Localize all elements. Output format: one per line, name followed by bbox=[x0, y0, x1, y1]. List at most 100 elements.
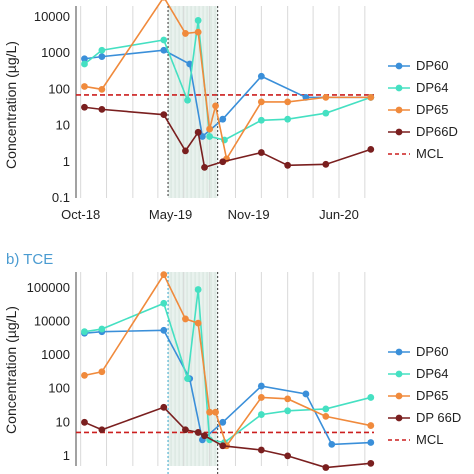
series-line bbox=[84, 329, 371, 446]
y-tick-label: 10000 bbox=[34, 9, 70, 24]
data-point bbox=[182, 30, 189, 37]
data-point bbox=[81, 55, 88, 63]
data-point bbox=[219, 158, 227, 166]
panel-a-y-axis-title: Concentration (µg/L) bbox=[3, 41, 19, 169]
legend-label: DP60 bbox=[416, 344, 449, 359]
data-point bbox=[184, 375, 191, 383]
data-point bbox=[81, 371, 88, 379]
data-point bbox=[257, 72, 265, 80]
legend-label: DP65 bbox=[416, 102, 449, 117]
series-line bbox=[84, 289, 371, 444]
data-point bbox=[257, 149, 265, 156]
y-tick-label: 100 bbox=[48, 381, 70, 396]
legend-marker bbox=[395, 62, 403, 70]
data-point bbox=[212, 102, 219, 110]
data-point bbox=[98, 46, 106, 54]
y-tick-label: 0.1 bbox=[52, 190, 70, 205]
data-point bbox=[367, 145, 375, 153]
data-point bbox=[194, 17, 202, 24]
data-point bbox=[81, 83, 88, 90]
data-point bbox=[81, 103, 88, 111]
panel-b-y-axis-title: Concentration (µg/L) bbox=[3, 306, 19, 434]
y-tick-label: 1 bbox=[63, 154, 70, 169]
data-point bbox=[160, 111, 168, 119]
data-point bbox=[284, 98, 292, 106]
legend-label: MCL bbox=[416, 432, 443, 447]
legend-label: DP66D bbox=[416, 124, 458, 139]
panel-b-label: b) TCE bbox=[6, 251, 53, 268]
data-point bbox=[194, 319, 202, 327]
data-point bbox=[194, 28, 202, 36]
data-point bbox=[98, 53, 106, 61]
legend-marker bbox=[395, 106, 403, 114]
data-point bbox=[322, 109, 330, 117]
data-point bbox=[322, 464, 330, 471]
legend-label: DP64 bbox=[416, 80, 449, 95]
data-point bbox=[284, 161, 292, 169]
y-tick-label: 1 bbox=[63, 448, 70, 463]
legend-label: DP64 bbox=[416, 366, 449, 381]
legend-marker bbox=[395, 128, 403, 136]
data-point bbox=[160, 326, 168, 334]
data-point bbox=[206, 408, 214, 416]
data-point bbox=[302, 390, 310, 398]
data-point bbox=[206, 133, 214, 140]
data-point bbox=[81, 418, 88, 426]
x-tick-label: May-19 bbox=[149, 207, 192, 222]
data-point bbox=[160, 271, 168, 279]
data-point bbox=[160, 403, 168, 411]
data-point bbox=[284, 452, 292, 460]
data-point bbox=[322, 413, 330, 420]
x-tick-label: Oct-18 bbox=[61, 207, 100, 222]
x-tick-label: Nov-19 bbox=[228, 207, 270, 222]
data-point bbox=[201, 163, 208, 171]
data-point bbox=[219, 442, 227, 450]
x-tick-label: Jun-20 bbox=[319, 207, 359, 222]
legend-label: DP 66D bbox=[416, 410, 461, 425]
legend-marker bbox=[395, 370, 403, 378]
data-point bbox=[98, 85, 106, 93]
series-line bbox=[84, 0, 371, 162]
data-point bbox=[367, 93, 375, 101]
data-point bbox=[328, 440, 336, 448]
data-point bbox=[198, 133, 206, 140]
series-line bbox=[84, 49, 371, 138]
panel-b: b) TCE Concentration (µg/L) 1 10 100 1000 10… bbox=[3, 251, 461, 474]
data-point bbox=[206, 125, 214, 133]
data-point bbox=[161, 0, 166, 1]
legend-label: DP65 bbox=[416, 388, 449, 403]
data-point bbox=[98, 426, 106, 434]
y-tick-label: 100 bbox=[48, 81, 70, 96]
data-point bbox=[219, 115, 227, 123]
legend-marker bbox=[395, 84, 403, 92]
legend-marker bbox=[395, 392, 403, 400]
y-tick-label: 10 bbox=[56, 118, 70, 133]
y-tick-label: 1000 bbox=[41, 45, 70, 60]
data-point bbox=[98, 325, 106, 333]
data-point bbox=[257, 394, 265, 401]
legend-label: MCL bbox=[416, 146, 443, 161]
data-point bbox=[367, 422, 375, 429]
data-point bbox=[81, 60, 88, 68]
data-point bbox=[184, 96, 191, 104]
data-point bbox=[219, 418, 227, 426]
treatment-period-shade bbox=[168, 6, 218, 198]
data-point bbox=[257, 116, 265, 124]
data-point bbox=[160, 46, 168, 54]
data-point bbox=[194, 128, 202, 136]
data-point bbox=[257, 446, 265, 454]
data-point bbox=[367, 439, 375, 446]
data-point bbox=[257, 98, 265, 106]
panel-a: Concentration (µg/L) 0.1 1 10 100 1000 10000 O… bbox=[3, 0, 458, 222]
y-tick-label: 10000 bbox=[34, 314, 70, 329]
y-tick-label: 100000 bbox=[27, 280, 70, 295]
data-point bbox=[182, 147, 189, 155]
data-point bbox=[182, 426, 189, 434]
data-point bbox=[284, 395, 292, 403]
y-tick-label: 1000 bbox=[41, 347, 70, 362]
data-point bbox=[98, 368, 106, 376]
data-point bbox=[322, 160, 330, 168]
data-point bbox=[367, 459, 375, 467]
data-point bbox=[194, 429, 202, 436]
